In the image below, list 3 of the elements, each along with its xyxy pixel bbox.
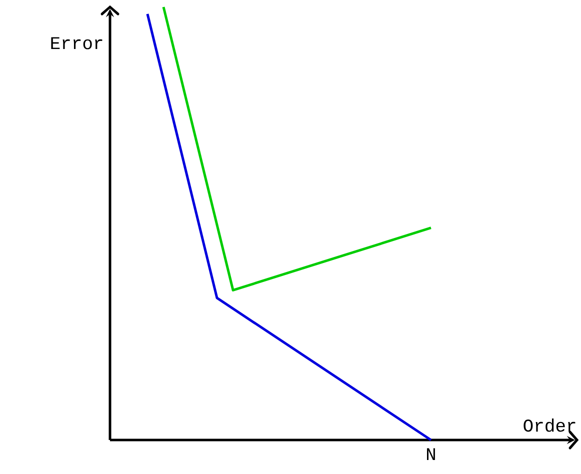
- text: N: [426, 448, 435, 460]
- y-axis-title: Error: [51, 37, 102, 50]
- text: Order: [524, 418, 576, 432]
